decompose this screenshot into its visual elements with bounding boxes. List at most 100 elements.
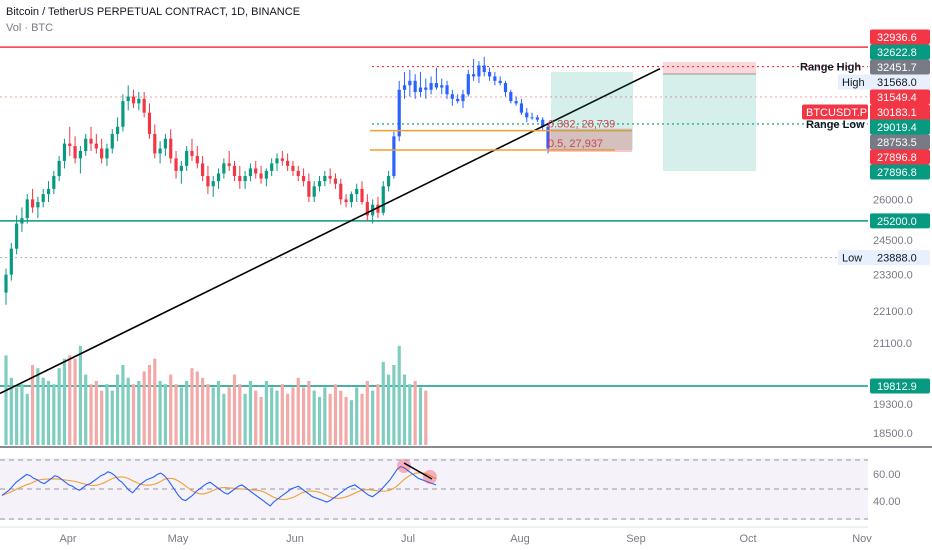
- candle-body: [381, 186, 385, 213]
- price-tick-label: 21100.0: [873, 338, 912, 350]
- volume-bar: [381, 361, 385, 445]
- candle-body: [68, 143, 72, 147]
- volume-bar: [328, 393, 332, 445]
- candle-body: [216, 173, 221, 182]
- time-tick-label: Jul: [401, 533, 415, 545]
- volume-bar: [20, 384, 24, 445]
- volume-bar: [227, 387, 231, 445]
- candle-body: [392, 136, 396, 177]
- candle-body: [429, 83, 433, 90]
- volume-bar: [408, 384, 412, 445]
- candle-body: [110, 133, 114, 149]
- candle-body: [312, 186, 316, 197]
- fib-red-zone: [548, 128, 632, 153]
- volume-bar: [344, 397, 348, 445]
- volume-bar: [147, 365, 152, 445]
- candle-body: [472, 74, 476, 77]
- rsi-divergence-marker-1: [397, 459, 411, 473]
- volume-bar: [333, 384, 338, 445]
- price-badge-text: 32451.7: [877, 62, 917, 74]
- candle-body: [126, 96, 130, 102]
- symbol-tag-box: [802, 104, 868, 120]
- price-badge-text: 28753.5: [877, 137, 917, 149]
- candle-body: [46, 188, 51, 195]
- candle-body: [158, 148, 162, 154]
- volume-bar: [402, 374, 407, 445]
- volume-bar: [46, 381, 51, 445]
- candle-body: [413, 80, 417, 93]
- candle-body: [360, 188, 364, 203]
- volume-bar: [243, 393, 247, 445]
- candle-body: [514, 101, 518, 104]
- volume-bar: [339, 390, 343, 445]
- volume-bar: [424, 390, 428, 445]
- time-tick-label: Aug: [510, 533, 530, 545]
- volume-bar: [52, 384, 56, 445]
- volume-bar: [349, 400, 353, 445]
- candle-body: [339, 183, 343, 200]
- price-badge: [870, 44, 930, 60]
- candle-body: [201, 163, 205, 177]
- price-badge: [870, 250, 930, 266]
- price-tick-label: 19300.0: [873, 399, 913, 411]
- symbol-tag-text: BTCUSDT.P: [806, 107, 867, 119]
- candle-body: [211, 181, 215, 187]
- price-badge-text: 23888.0: [877, 253, 917, 265]
- candle-body: [349, 194, 353, 203]
- volume-bar: [238, 384, 242, 445]
- time-tick-label: Apr: [59, 533, 76, 545]
- candle-body: [163, 138, 168, 149]
- price-tick-label: 24500.0: [873, 235, 913, 247]
- position-stop-zone: [663, 62, 756, 74]
- price-badge-text: 25200.0: [877, 216, 917, 228]
- price-badge: [870, 29, 930, 45]
- volume-bar: [68, 355, 72, 445]
- volume-bar: [84, 374, 88, 445]
- volume-bar: [126, 377, 130, 445]
- candle-body: [15, 223, 19, 249]
- candle-body: [57, 160, 61, 177]
- price-badge: [870, 164, 930, 180]
- volume-bar: [174, 384, 178, 445]
- candle-body: [62, 143, 67, 161]
- fib-label: 0.5, 27,937: [548, 138, 603, 150]
- candle-body: [323, 176, 327, 182]
- candle-body: [131, 96, 136, 104]
- volume-bar: [185, 381, 189, 445]
- price-badge-text: 19812.9: [877, 381, 917, 393]
- volume-bar: [110, 390, 114, 445]
- price-badge-text: 32936.6: [877, 32, 917, 44]
- candle-body: [525, 112, 529, 118]
- volume-bar: [163, 384, 168, 445]
- extreme-tag-text: High: [842, 77, 865, 89]
- rsi-divergence-line: [403, 462, 433, 480]
- volume-bar: [158, 381, 162, 445]
- candle-body: [461, 94, 465, 102]
- candle-body: [78, 150, 82, 159]
- volume-bar: [232, 374, 237, 445]
- candle-body: [243, 176, 247, 182]
- candle-body: [477, 65, 481, 77]
- candle-body: [227, 163, 231, 166]
- volume-bar: [248, 381, 253, 445]
- volume-bar: [78, 345, 82, 445]
- volume-bar: [371, 390, 375, 445]
- candle-body: [307, 181, 311, 197]
- volume-bar: [195, 371, 199, 445]
- candle-body: [456, 98, 460, 102]
- candle-body: [264, 170, 268, 179]
- candle-body: [408, 80, 412, 86]
- volume-bar: [254, 390, 258, 445]
- candle-body: [434, 83, 439, 88]
- volume-bar: [392, 365, 396, 445]
- price-tick-label: 18500.0: [873, 428, 913, 440]
- volume-bar: [100, 390, 104, 445]
- candle-body: [445, 85, 449, 95]
- price-badge-text: 27896.8: [877, 167, 917, 179]
- candle-body: [291, 165, 295, 171]
- volume-bar: [15, 387, 19, 445]
- candle-body: [259, 173, 263, 179]
- candle-body: [89, 138, 93, 144]
- candle-body: [147, 112, 152, 134]
